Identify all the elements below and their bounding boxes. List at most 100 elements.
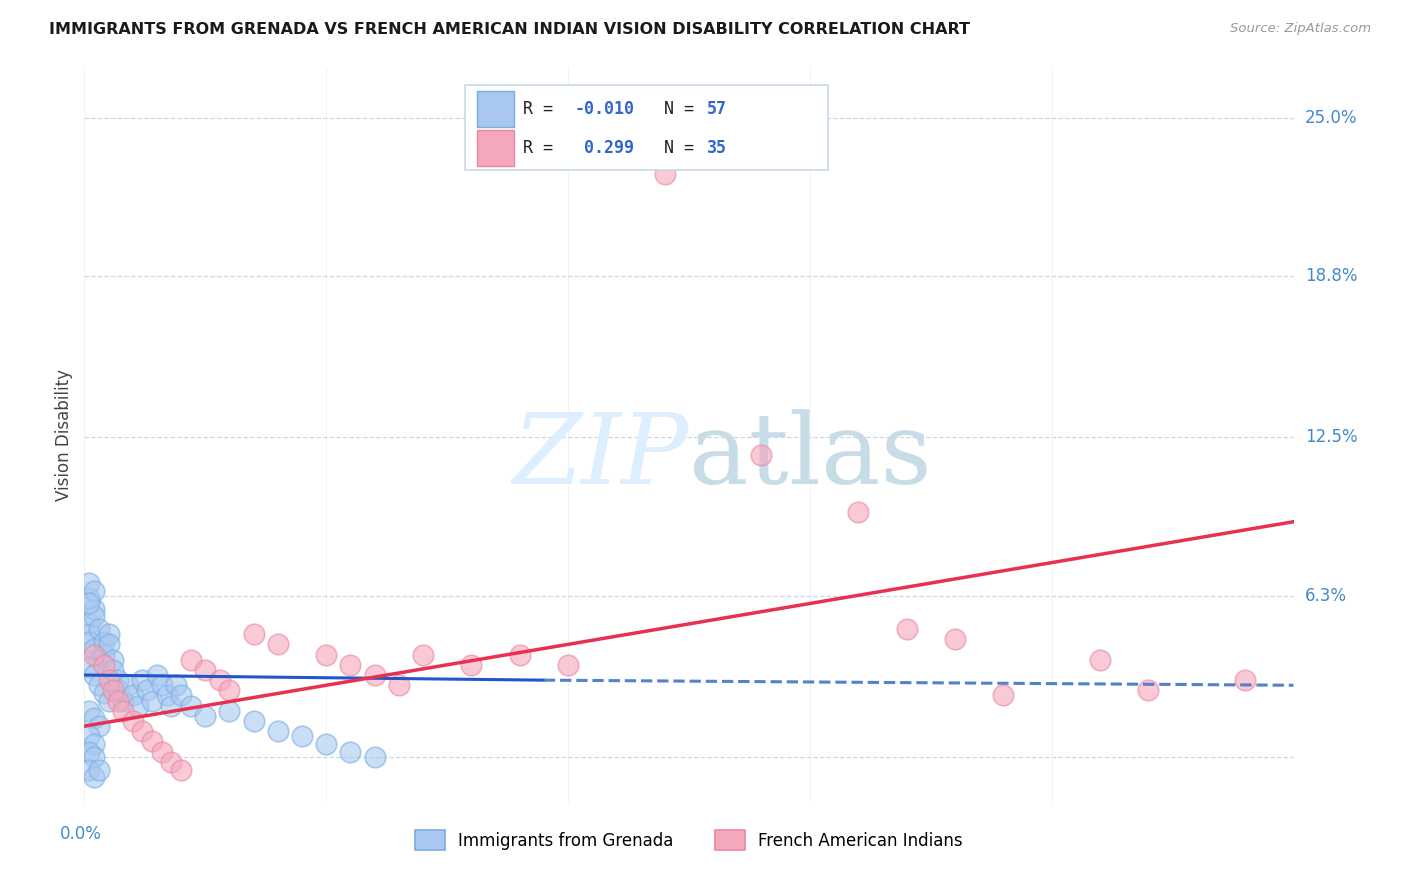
FancyBboxPatch shape: [478, 130, 513, 166]
Point: [194, 663, 217, 677]
Point: [77, 635, 100, 649]
Point: [77, 597, 100, 611]
Text: atlas: atlas: [689, 409, 932, 505]
Point: [1088, 653, 1111, 667]
Point: [242, 627, 264, 641]
Point: [93, 648, 115, 662]
Point: [943, 632, 966, 647]
Point: [83, 609, 105, 624]
Point: [77, 660, 100, 674]
Point: [388, 678, 411, 692]
Text: 0.299: 0.299: [574, 139, 634, 157]
Point: [654, 167, 676, 181]
Text: 57: 57: [707, 100, 727, 118]
Point: [107, 683, 129, 698]
Point: [103, 663, 125, 677]
Point: [77, 576, 100, 591]
Text: R =: R =: [523, 100, 564, 118]
Point: [93, 657, 115, 672]
Point: [97, 637, 120, 651]
FancyBboxPatch shape: [478, 91, 513, 127]
Point: [103, 683, 125, 698]
Point: [87, 719, 110, 733]
Point: [77, 591, 100, 606]
Point: [121, 714, 143, 728]
Point: [121, 689, 143, 703]
Point: [160, 698, 183, 713]
Y-axis label: Vision Disability: Vision Disability: [55, 369, 73, 500]
Point: [1137, 683, 1160, 698]
Point: [136, 683, 159, 698]
Point: [97, 627, 120, 641]
Point: [141, 693, 163, 707]
Point: [117, 678, 139, 692]
Point: [363, 668, 385, 682]
Point: [291, 730, 314, 744]
Point: [97, 673, 120, 688]
Point: [150, 745, 173, 759]
Point: [83, 583, 105, 598]
Point: [112, 693, 135, 707]
Point: [160, 755, 183, 769]
Point: [267, 724, 290, 739]
Point: [194, 709, 217, 723]
Point: [77, 627, 100, 641]
Point: [127, 698, 149, 713]
Point: [557, 657, 579, 672]
Point: [97, 693, 120, 707]
Point: [165, 678, 187, 692]
Point: [146, 668, 169, 682]
Text: -0.010: -0.010: [574, 100, 634, 118]
Point: [131, 673, 153, 688]
Point: [218, 683, 240, 698]
Text: 0.0%: 0.0%: [60, 825, 103, 843]
Point: [460, 657, 482, 672]
Point: [155, 689, 177, 703]
Point: [339, 745, 361, 759]
Point: [170, 689, 193, 703]
Point: [83, 648, 105, 662]
Point: [83, 770, 105, 784]
Point: [896, 622, 918, 636]
Point: [170, 763, 193, 777]
Text: IMMIGRANTS FROM GRENADA VS FRENCH AMERICAN INDIAN VISION DISABILITY CORRELATION : IMMIGRANTS FROM GRENADA VS FRENCH AMERIC…: [49, 22, 970, 37]
Text: Source: ZipAtlas.com: Source: ZipAtlas.com: [1230, 22, 1371, 36]
Point: [87, 653, 110, 667]
Point: [77, 616, 100, 631]
Point: [339, 657, 361, 672]
Point: [83, 711, 105, 725]
Point: [83, 737, 105, 751]
Point: [107, 673, 129, 688]
FancyBboxPatch shape: [465, 86, 828, 170]
Point: [131, 724, 153, 739]
Point: [103, 653, 125, 667]
Text: 25.0%: 25.0%: [1305, 109, 1357, 127]
Point: [218, 704, 240, 718]
Point: [993, 689, 1015, 703]
Point: [87, 678, 110, 692]
Text: 12.5%: 12.5%: [1305, 428, 1357, 446]
Point: [77, 745, 100, 759]
Point: [77, 704, 100, 718]
Point: [77, 730, 100, 744]
Point: [107, 693, 129, 707]
Text: 35: 35: [707, 139, 727, 157]
Point: [93, 686, 115, 700]
Point: [751, 448, 773, 462]
Point: [77, 763, 100, 777]
Point: [1234, 673, 1257, 688]
Point: [180, 698, 202, 713]
Point: [83, 668, 105, 682]
Point: [83, 642, 105, 657]
Point: [315, 737, 337, 751]
Point: [242, 714, 264, 728]
Text: ZIP: ZIP: [513, 409, 689, 505]
Legend: Immigrants from Grenada, French American Indians: Immigrants from Grenada, French American…: [415, 830, 963, 850]
Point: [267, 637, 290, 651]
Point: [208, 673, 231, 688]
Point: [83, 601, 105, 615]
Point: [93, 635, 115, 649]
Point: [150, 678, 173, 692]
Point: [83, 749, 105, 764]
Text: 6.3%: 6.3%: [1305, 587, 1347, 605]
